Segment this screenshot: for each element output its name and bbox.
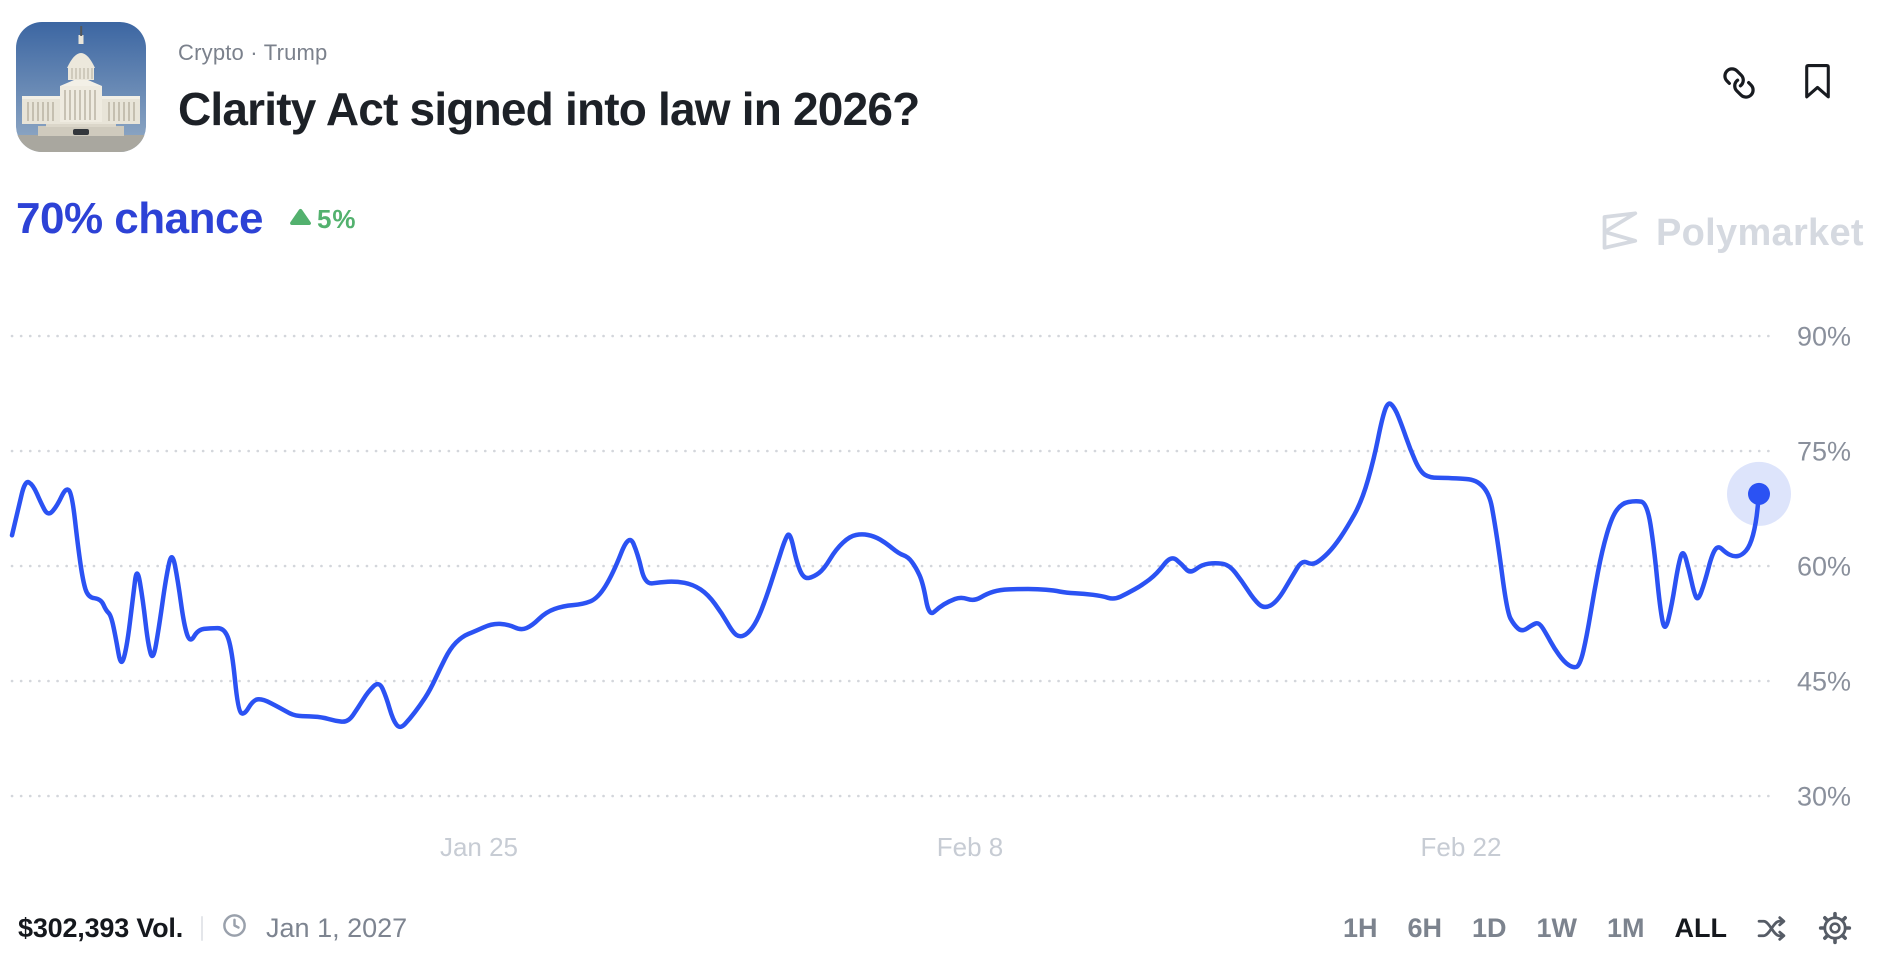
page-title: Clarity Act signed into law in 2026? [178, 83, 920, 135]
current-chance: 70% chance [16, 194, 263, 243]
price-line [9, 401, 1762, 730]
range-button-1m[interactable]: 1M [1607, 912, 1645, 943]
bookmark-button[interactable] [1802, 62, 1833, 101]
price-row: 70% chance 5% [16, 194, 357, 244]
y-axis-label: 90% [1797, 322, 1851, 352]
y-axis-label: 45% [1797, 667, 1851, 697]
link-icon [1722, 67, 1756, 103]
range-button-1h[interactable]: 1H [1342, 912, 1378, 943]
price-change-badge: 5% [289, 204, 357, 235]
polymarket-wordmark: Polymarket [1656, 212, 1864, 254]
range-button-1d[interactable]: 1D [1471, 912, 1507, 943]
clock-icon [221, 912, 248, 944]
range-button-6h[interactable]: 6H [1407, 912, 1442, 943]
endpoint-dot [1748, 482, 1770, 505]
chart-controls: 1H 6H 1D 1W 1M ALL [1343, 903, 1852, 953]
x-axis-label: Feb 8 [937, 832, 1004, 862]
capitol-image [16, 22, 146, 152]
end-date-label: Jan 1, 2027 [266, 912, 408, 943]
footer-stats: $302,393 Vol. Jan 1, 2027 [18, 903, 407, 953]
y-axis-label: 75% [1797, 437, 1851, 467]
market-avatar [16, 22, 146, 152]
breadcrumb[interactable]: Crypto · Trump [178, 40, 328, 65]
x-axis-label: Jan 25 [440, 832, 518, 862]
y-axis-label: 60% [1797, 552, 1851, 582]
settings-button[interactable] [1818, 911, 1852, 945]
divider [201, 915, 204, 941]
copy-link-button[interactable] [1722, 66, 1756, 100]
triangle-up-icon [289, 208, 312, 231]
gear-icon [1818, 911, 1852, 948]
shuffle-icon [1757, 915, 1788, 945]
change-percent: 5% [316, 203, 357, 234]
polymarket-watermark[interactable]: Polymarket [1598, 208, 1864, 259]
range-buttons: 1H 6H 1D 1W 1M ALL [1343, 913, 1727, 944]
y-axis-label: 30% [1797, 782, 1851, 812]
x-axis-label: Feb 22 [1421, 832, 1502, 862]
bookmark-icon [1802, 64, 1833, 104]
polymarket-logo-icon [1598, 208, 1639, 259]
volume-label: $302,393 Vol. [18, 912, 184, 943]
compare-markets-button[interactable] [1757, 915, 1788, 942]
range-button-1w[interactable]: 1W [1536, 912, 1578, 943]
range-button-all[interactable]: ALL [1674, 912, 1727, 943]
